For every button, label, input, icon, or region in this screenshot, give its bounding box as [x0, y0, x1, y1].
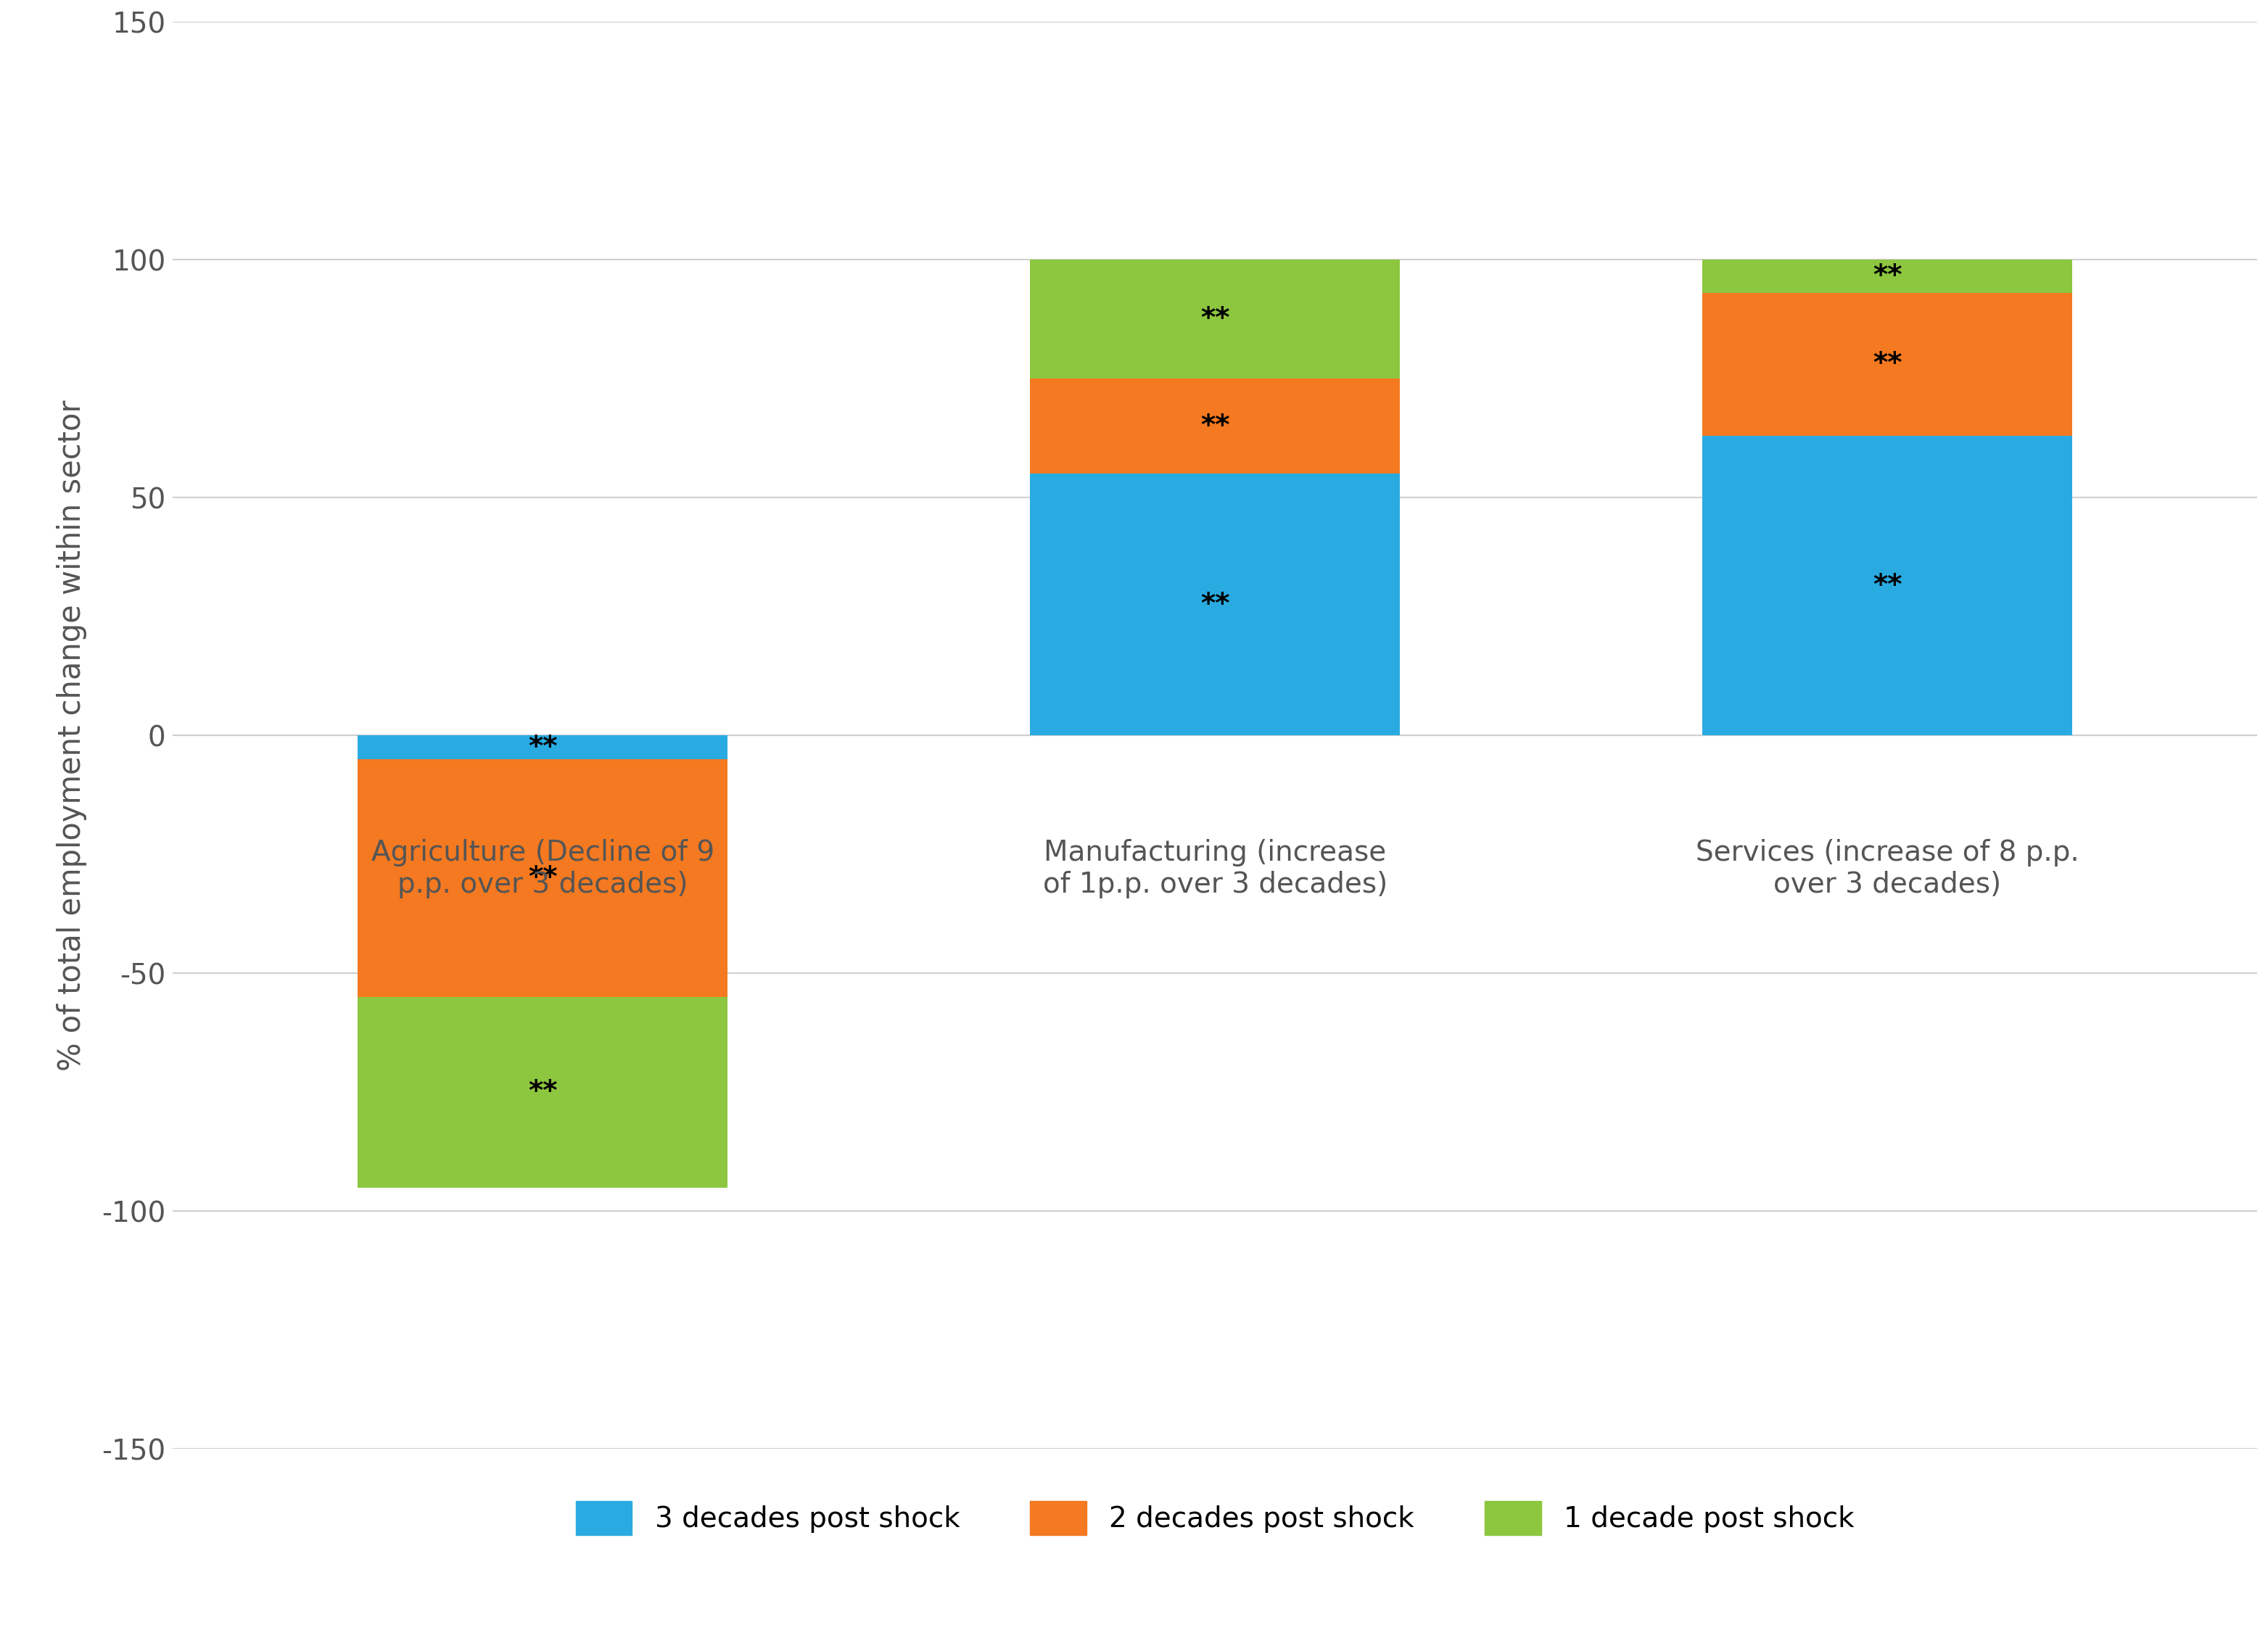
- Text: **: **: [1200, 306, 1229, 332]
- Text: **: **: [1873, 351, 1903, 379]
- Text: Services (increase of 8 p.p.
over 3 decades): Services (increase of 8 p.p. over 3 deca…: [1696, 839, 2080, 899]
- Text: **: **: [528, 734, 558, 760]
- Bar: [358, 997, 728, 1187]
- Text: **: **: [1873, 571, 1903, 599]
- Text: Manufacturing (increase
of 1p.p. over 3 decades): Manufacturing (increase of 1p.p. over 3 …: [1043, 839, 1388, 899]
- Bar: [1030, 474, 1399, 736]
- Text: **: **: [1200, 591, 1229, 619]
- Bar: [358, 759, 728, 997]
- Text: **: **: [528, 1078, 558, 1106]
- Bar: [1703, 436, 2073, 736]
- Text: **: **: [528, 864, 558, 892]
- Text: Agriculture (Decline of 9
p.p. over 3 decades): Agriculture (Decline of 9 p.p. over 3 de…: [372, 839, 714, 899]
- Y-axis label: % of total employment change within sector: % of total employment change within sect…: [57, 400, 86, 1072]
- Bar: [1703, 293, 2073, 436]
- Bar: [1030, 260, 1399, 379]
- Text: **: **: [1200, 413, 1229, 439]
- Legend: 3 decades post shock, 2 decades post shock, 1 decade post shock: 3 decades post shock, 2 decades post sho…: [562, 1486, 1869, 1549]
- Bar: [358, 736, 728, 759]
- Text: **: **: [1873, 262, 1903, 290]
- Bar: [1030, 379, 1399, 474]
- Bar: [1703, 260, 2073, 293]
